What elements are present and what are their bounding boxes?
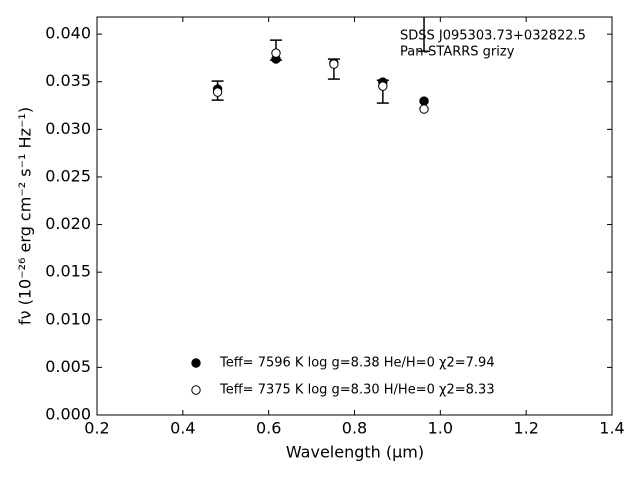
y-tick-label: 0.020 <box>45 214 91 233</box>
model-point <box>271 48 281 58</box>
x-tick-label: 0.8 <box>342 419 367 438</box>
y-tick-label: 0.010 <box>45 309 91 328</box>
x-tick-label: 0.2 <box>84 419 109 438</box>
model-point <box>419 104 429 114</box>
legend-label: Teff= 7596 K log g=8.38 He/H=0 χ2=7.94 <box>219 356 495 371</box>
x-axis-label: Wavelength (μm) <box>286 443 424 462</box>
model-point <box>329 59 339 69</box>
y-tick-label: 0.015 <box>45 262 91 281</box>
plot-area <box>211 17 431 114</box>
x-tick-label: 0.4 <box>170 419 195 438</box>
y-tick-label: 0.000 <box>45 405 91 424</box>
y-axis-label: fν (10⁻²⁶ erg cm⁻² s⁻¹ Hz⁻¹) <box>16 107 35 325</box>
x-tick-label: 0.6 <box>256 419 281 438</box>
x-tick-label: 1.2 <box>513 419 538 438</box>
model-point <box>419 96 429 106</box>
y-tick-label: 0.025 <box>45 166 91 185</box>
annotation: Pan-STARRS grizy <box>400 45 515 60</box>
x-tick-label: 1.4 <box>599 419 624 438</box>
model-point <box>378 81 388 91</box>
legend-marker <box>191 358 201 368</box>
y-tick-label: 0.035 <box>45 71 91 90</box>
y-tick-label: 0.040 <box>45 24 91 43</box>
legend-marker <box>191 385 201 395</box>
x-tick-label: 1.0 <box>428 419 453 438</box>
annotation: SDSS J095303.73+032822.5 <box>400 29 586 44</box>
y-tick-label: 0.030 <box>45 119 91 138</box>
model-point <box>212 87 223 97</box>
legend-label: Teff= 7375 K log g=8.30 H/He=0 χ2=8.33 <box>219 383 495 398</box>
y-tick-label: 0.005 <box>45 357 91 376</box>
